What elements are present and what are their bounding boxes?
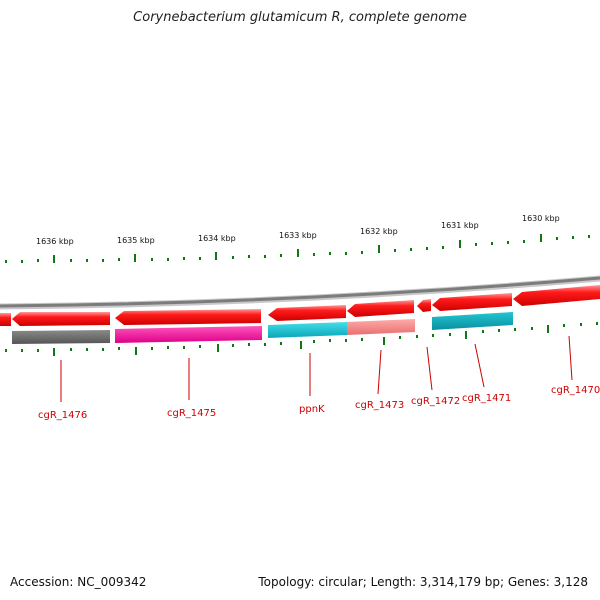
gene-bar-teal[interactable] bbox=[432, 312, 513, 330]
kbp-label-1635: 1635 kbp bbox=[117, 236, 155, 245]
gene-bar-salmon[interactable] bbox=[347, 319, 415, 335]
accession-text: Accession: NC_009342 bbox=[10, 575, 147, 589]
scale-ticks-outer bbox=[5, 234, 590, 263]
genome-summary: Topology: circular; Length: 3,314,179 bp… bbox=[258, 575, 588, 589]
gene-label-cgR_1473: cgR_1473 bbox=[355, 400, 404, 411]
gene-label-cgR_1471: cgR_1471 bbox=[462, 393, 511, 404]
reverse-strand-genes bbox=[12, 312, 513, 344]
gene-arrow[interactable] bbox=[12, 312, 110, 326]
gene-label-cgR_1475: cgR_1475 bbox=[167, 408, 216, 419]
genome-backbone-core bbox=[0, 276, 600, 308]
gene-label-cgR_1476: cgR_1476 bbox=[38, 410, 87, 421]
gene-bar-magenta[interactable] bbox=[115, 326, 262, 343]
gene-arrow[interactable] bbox=[115, 309, 261, 325]
gene-arrow[interactable] bbox=[0, 313, 11, 326]
gene-arrow[interactable] bbox=[268, 305, 346, 321]
gene-arrow[interactable] bbox=[513, 285, 600, 306]
gene-label-ppnK: ppnK bbox=[299, 404, 325, 415]
scale-ticks-inner bbox=[5, 322, 598, 356]
kbp-label-1634: 1634 kbp bbox=[198, 234, 236, 243]
gene-bar-gray[interactable] bbox=[12, 330, 110, 344]
kbp-label-1632: 1632 kbp bbox=[360, 227, 398, 236]
gene-bar-cyan[interactable] bbox=[268, 322, 347, 338]
forward-strand-genes bbox=[0, 285, 600, 326]
gene-arrow[interactable] bbox=[417, 299, 431, 312]
label-leaders bbox=[60, 335, 573, 402]
kbp-label-1630: 1630 kbp bbox=[522, 214, 560, 223]
gene-arrow[interactable] bbox=[432, 293, 512, 311]
gene-arrow[interactable] bbox=[347, 300, 414, 317]
kbp-label-1633: 1633 kbp bbox=[279, 231, 317, 240]
gene-label-cgR_1472: cgR_1472 bbox=[411, 396, 460, 407]
kbp-label-1631: 1631 kbp bbox=[441, 221, 479, 230]
gene-label-cgR_1470: cgR_1470 bbox=[551, 385, 600, 396]
kbp-label-1636: 1636 kbp bbox=[36, 237, 74, 246]
genome-title: Corynebacterium glutamicum R, complete g… bbox=[133, 10, 467, 25]
